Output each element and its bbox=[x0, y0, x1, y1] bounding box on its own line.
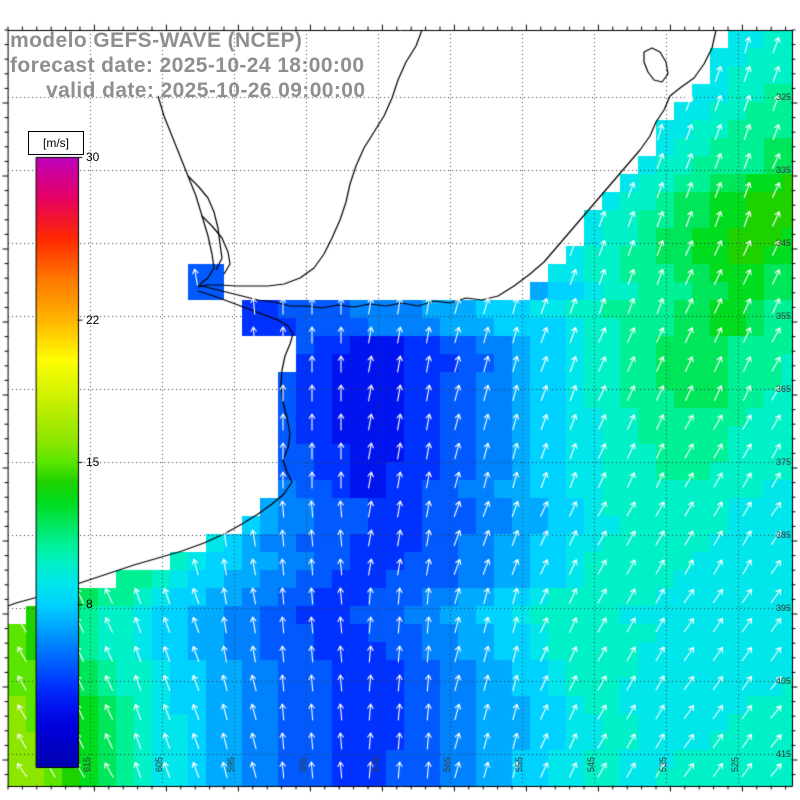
bottom-axis-label: 595 bbox=[226, 756, 236, 772]
title-line-model: modelo GEFS-WAVE (NCEP) bbox=[10, 29, 303, 52]
colorbar-unit-label: [m/s] bbox=[43, 136, 69, 150]
right-axis-label: 345 bbox=[775, 238, 791, 248]
bottom-axis-label: 615 bbox=[82, 756, 92, 772]
colorbar-tick-label: 15 bbox=[86, 455, 100, 469]
bottom-axis-label: 545 bbox=[586, 756, 596, 772]
right-axis-label: 375 bbox=[775, 457, 791, 467]
right-axis-label: 415 bbox=[775, 749, 791, 759]
right-axis-label: 355 bbox=[775, 311, 791, 321]
bottom-axis-label: 535 bbox=[658, 756, 668, 772]
colorbar-tick-label: 8 bbox=[86, 597, 93, 612]
map-title: modelo GEFS-WAVE (NCEP) forecast date: 2… bbox=[10, 28, 365, 103]
colorbar-tick-label: 22 bbox=[86, 312, 100, 327]
right-axis-label: 365 bbox=[775, 384, 791, 394]
right-axis-label: 385 bbox=[775, 530, 791, 540]
bottom-axis-label: 575 bbox=[370, 756, 380, 772]
bottom-axis-label: 565 bbox=[442, 756, 452, 772]
bottom-axis-label: 555 bbox=[514, 756, 524, 772]
right-axis-label: 395 bbox=[775, 603, 791, 613]
bottom-axis-label: 525 bbox=[730, 756, 740, 772]
colorbar-tick-label: 30 bbox=[86, 150, 100, 164]
colorbar-unit-box: [m/s] bbox=[28, 131, 84, 155]
right-axis-label: 335 bbox=[775, 165, 791, 175]
right-axis-label: 405 bbox=[775, 676, 791, 686]
title-line-forecast-date: forecast date: 2025-10-24 18:00:00 bbox=[10, 54, 365, 77]
right-axis-label: 325 bbox=[775, 92, 791, 102]
title-line-valid-date: valid date: 2025-10-26 09:00:00 bbox=[46, 79, 366, 102]
bottom-axis-label: 585 bbox=[298, 756, 308, 772]
bottom-axis-label: 605 bbox=[154, 756, 164, 772]
